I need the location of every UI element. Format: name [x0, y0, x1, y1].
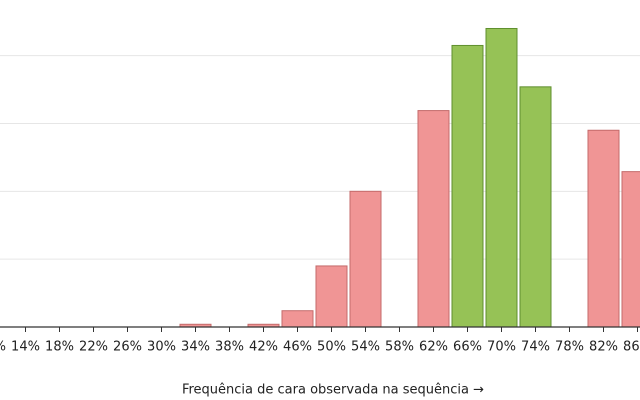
- x-axis-label: Frequência de cara observada na sequênci…: [182, 383, 484, 398]
- bar: [417, 110, 450, 328]
- x-tick-label: 18%: [45, 340, 74, 355]
- x-tick-label: 22%: [79, 340, 108, 355]
- x-tick-label: 58%: [385, 340, 414, 355]
- x-tick-label: 26%: [113, 340, 142, 355]
- x-tick-label: 30%: [147, 340, 176, 355]
- x-tick-label: 78%: [555, 340, 584, 355]
- bar: [315, 265, 348, 328]
- x-tick-label: 14%: [11, 340, 40, 355]
- x-tick-label: 42%: [249, 340, 278, 355]
- x-tick-label: 38%: [215, 340, 244, 355]
- bar: [485, 27, 518, 328]
- x-tick-label: 66%: [453, 340, 482, 355]
- bar: [621, 171, 640, 328]
- bar: [451, 44, 484, 328]
- x-tick-label: 86%: [623, 340, 640, 355]
- x-tick-label: 82%: [589, 340, 618, 355]
- x-tick-label: 62%: [419, 340, 448, 355]
- bar: [587, 129, 620, 328]
- bar: [349, 190, 382, 328]
- x-tick-label: 54%: [351, 340, 380, 355]
- x-tick-label: 34%: [181, 340, 210, 355]
- x-tick-label: 46%: [283, 340, 312, 355]
- bar: [519, 86, 552, 328]
- bar: [281, 310, 314, 328]
- x-tick-label: 70%: [487, 340, 516, 355]
- x-tick-label: 10%: [0, 340, 6, 355]
- x-tick-label: 74%: [521, 340, 550, 355]
- x-tick-label: 50%: [317, 340, 346, 355]
